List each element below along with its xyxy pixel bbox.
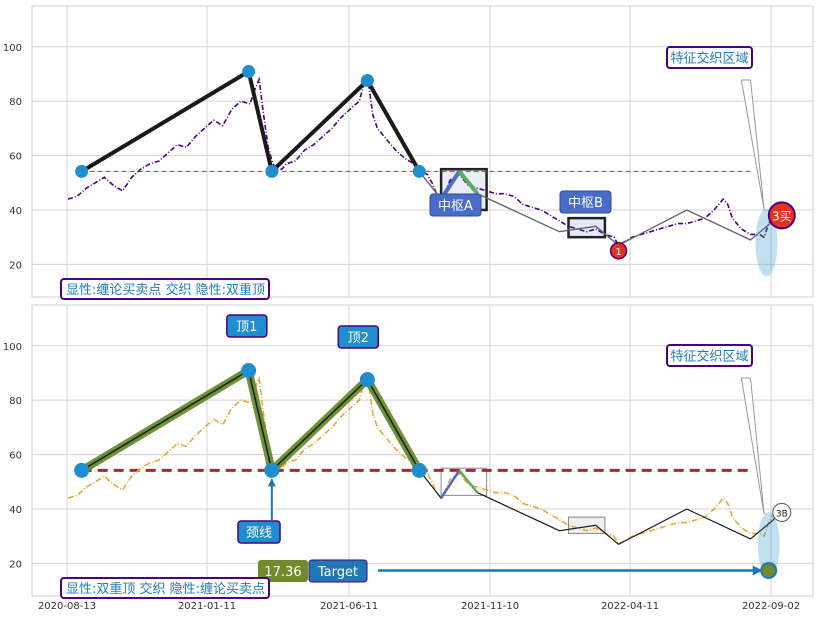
bottom-ytick-label: 40 bbox=[9, 505, 22, 516]
top-ytick-label: 60 bbox=[9, 152, 22, 163]
bottom-pivot-dot bbox=[264, 462, 280, 478]
x-tick-label: 2021-06-11 bbox=[320, 601, 378, 612]
bottom-panel: 20 40 60 80 100 2020-08-13 2021-01-11 2021-06-… bbox=[3, 304, 814, 612]
buy1-label: 1 bbox=[615, 247, 621, 258]
buy3b-marker bbox=[772, 502, 792, 522]
x-tick-label: 2021-01-11 bbox=[178, 601, 236, 612]
top2-callout-text: 顶2 bbox=[348, 331, 369, 346]
top-zone-label-text: 特征交织区域 bbox=[670, 51, 748, 67]
bottom-legend-box: 显性:双重顶 交织 隐性:缠论买卖点 bbox=[60, 577, 270, 599]
bottom-price-line bbox=[67, 375, 779, 546]
bottom-center-a-box bbox=[440, 467, 488, 496]
target-value-text: 17.36 bbox=[264, 565, 301, 580]
top-zone-label: 特征交织区域 bbox=[666, 46, 753, 69]
bottom-center-b-box bbox=[568, 516, 606, 534]
top-legend-box: 显性:缠论买卖点 交织 隐性:双重顶 bbox=[60, 278, 270, 300]
bottom-ytick-label: 100 bbox=[3, 342, 22, 353]
bottom-zone-label-text: 特征交织区域 bbox=[670, 349, 748, 365]
top-y-tick-labels: 20 40 60 80 100 bbox=[3, 43, 22, 272]
center-a-down-leg bbox=[457, 170, 480, 195]
top-pivot-dot bbox=[242, 65, 256, 79]
bottom-pivot-dot bbox=[241, 363, 257, 379]
top-zone-pointer bbox=[740, 79, 765, 211]
bottom-pivot-dot bbox=[411, 462, 427, 478]
buy1-marker bbox=[609, 242, 628, 260]
bottom-pivot-dot bbox=[74, 462, 90, 478]
top-ytick-label: 40 bbox=[9, 206, 22, 217]
neck-arrow-head bbox=[267, 478, 276, 487]
target-value-box bbox=[258, 560, 308, 582]
x-tick-label: 2020-08-13 bbox=[38, 601, 96, 612]
center-b-label: 中枢B bbox=[559, 190, 612, 214]
top-legend-text: 显性:缠论买卖点 交织 隐性:双重顶 bbox=[66, 282, 265, 298]
bottom-zone-label: 特征交织区域 bbox=[666, 344, 753, 367]
top-pivot-dot bbox=[360, 74, 374, 88]
bottom-legend-text: 显性:双重顶 交织 隐性:缠论买卖点 bbox=[66, 581, 265, 597]
target-arrow-head bbox=[752, 565, 763, 576]
top-zone-ellipse bbox=[755, 208, 778, 277]
center-b-label-text: 中枢B bbox=[568, 196, 603, 211]
top-pivot-dot bbox=[75, 164, 89, 178]
top-pivot-dot bbox=[265, 164, 279, 178]
top-pivot-dot bbox=[412, 164, 426, 178]
center-a-label-text: 中枢A bbox=[438, 199, 473, 214]
top-ytick-label: 100 bbox=[3, 43, 22, 54]
bottom-center-a-up-leg bbox=[440, 469, 461, 499]
bottom-zone-ellipse bbox=[757, 512, 780, 577]
top-grid bbox=[32, 6, 813, 297]
target-label-text: Target bbox=[317, 565, 358, 580]
bottom-ytick-label: 60 bbox=[9, 451, 22, 462]
top1-callout-text: 顶1 bbox=[236, 320, 257, 335]
top-panel: 20 40 60 80 100 1 3买 显性:缠论买卖点 交织 隐性:双重顶 特征交织区… bbox=[3, 5, 814, 300]
buy3-marker bbox=[767, 201, 796, 230]
bottom-zone-pointer bbox=[740, 377, 765, 515]
top2-callout-box bbox=[337, 325, 380, 349]
target-marker bbox=[760, 562, 778, 580]
bottom-ytick-label: 80 bbox=[9, 396, 22, 407]
neck-callout-text: 颈线 bbox=[246, 526, 272, 541]
x-tick-label: 2022-04-11 bbox=[601, 601, 659, 612]
bottom-pivot-dot bbox=[359, 372, 375, 388]
bottom-center-a-down-leg bbox=[458, 469, 479, 494]
center-a-label: 中枢A bbox=[429, 193, 482, 217]
bottom-chart-marks: 顶1 顶2 颈线 17.36 Target 3B bbox=[67, 314, 792, 583]
x-tick-labels: 2020-08-13 2021-01-11 2021-06-11 2021-11-10… bbox=[38, 601, 800, 612]
top-ytick-label: 80 bbox=[9, 97, 22, 108]
x-tick-label: 2022-09-02 bbox=[742, 601, 800, 612]
neck-callout-box bbox=[237, 520, 281, 544]
bottom-y-tick-labels: 20 40 60 80 100 bbox=[3, 342, 22, 571]
bottom-ytick-label: 20 bbox=[9, 559, 22, 570]
target-label-box bbox=[308, 559, 368, 583]
top1-callout-box bbox=[226, 314, 268, 338]
top-ytick-label: 20 bbox=[9, 260, 22, 271]
buy3b-label: 3B bbox=[776, 509, 788, 519]
x-tick-label: 2021-11-10 bbox=[461, 601, 519, 612]
buy3-label: 3买 bbox=[772, 209, 792, 223]
